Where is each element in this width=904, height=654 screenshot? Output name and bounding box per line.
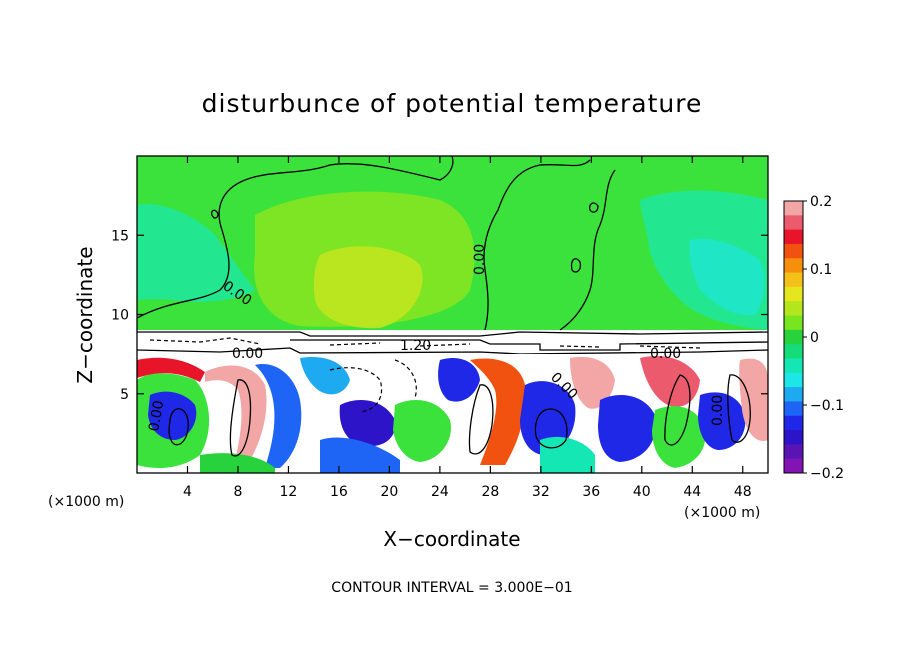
x-unit-right: (×1000 m) [684,505,760,521]
colorbar-tick-label: 0 [810,330,819,346]
lower-patch-5 [255,364,302,468]
upper-field-cyan-right [689,238,765,316]
tropopause-contour-top [137,331,768,337]
lower-patch-15 [640,356,700,407]
x-tick-label: 12 [280,484,298,500]
colorbar-tick-label: 0.1 [810,262,832,278]
colorbar-swatch [784,415,803,431]
lower-contour-1 [168,408,189,446]
contour-interval-note: CONTOUR INTERVAL = 3.000E−01 [331,580,572,596]
upper-contour-4 [570,258,582,273]
lower-patch-11 [470,358,526,465]
upper-contour-6 [210,209,219,219]
lower-contour-3 [468,384,494,455]
lower-patch-6 [300,356,350,395]
contour-label-7: 0.00 [146,399,167,432]
tropopause-contour-bottom [137,347,768,355]
lower-patch-3 [137,357,205,382]
colorbar-swatch [784,258,803,274]
colorbar-swatch [784,286,803,302]
x-tick-label: 16 [330,484,348,500]
contour-label-1: 0.00 [232,346,263,362]
colorbar-swatch [784,215,803,231]
x-tick-label: 4 [183,484,192,500]
x-axis-label: X−coordinate [383,527,520,551]
tropopause-dashed-clutter [149,337,701,349]
colorbar-swatch [784,329,803,345]
colorbar-swatch [784,387,803,402]
lower-patch-13 [570,356,615,409]
lower-patch-14 [598,395,656,462]
contour-label-2: 0.00 [650,346,681,362]
colorbar-swatch [784,243,803,259]
lower-patch-20 [200,453,275,473]
y-axis-label: Z−coordinate [73,246,97,383]
colorbar-swatch [784,430,803,445]
colorbar-swatch [784,272,803,288]
lower-patch-4 [205,365,267,460]
y-axis: 5 10 15 [111,228,768,403]
lower-dashed-contour-1 [329,367,383,413]
lower-contour-2 [229,379,252,457]
upper-contour-1 [137,156,454,319]
colorbar-swatch [784,344,803,359]
colorbar-swatch [784,458,803,474]
chart-title: disturbunce of potential temperature [202,89,703,118]
lower-dashed-contour-2 [394,359,417,399]
colorbar-swatch [784,358,803,374]
x-tick-label: 40 [633,484,651,500]
lower-patch-7 [339,400,396,447]
lower-patch-8 [320,437,400,473]
x-tick-label: 48 [734,484,752,500]
lower-patch-18 [739,358,768,441]
colorbar-swatch [784,372,803,388]
contour-label-8: 0.00 [710,395,726,426]
upper-contour-3 [559,169,616,331]
colorbar-tick-label: 0.2 [810,194,832,210]
y-tick-label: 15 [111,228,129,244]
lower-patch-12 [520,381,576,455]
upper-field-teal-left [137,204,255,302]
colorbar-swatch [784,444,803,460]
plot-area: 0.00 0.00 0.00 0.00 1.20 0.00 0.00 0.00 [137,156,768,473]
lower-patch-10 [438,358,480,402]
colorbar-tick-label: −0.2 [810,466,844,482]
colorbar: 0.2 0.1 0 −0.1 −0.2 [783,194,844,482]
lower-patch-17 [698,392,746,450]
contour-labels: 0.00 0.00 0.00 0.00 1.20 0.00 0.00 0.00 [146,244,726,433]
x-tick-label: 8 [233,484,242,500]
upper-contour-5 [588,202,599,213]
colorbar-swatch [784,301,803,317]
x-tick-label: 20 [380,484,398,500]
colorbar-swatch [784,201,803,216]
upper-contour-2 [483,159,591,331]
lower-contour-5 [664,374,691,446]
lower-contour-6 [727,374,751,443]
colorbar-swatch [784,315,803,331]
x-tick-label: 44 [683,484,701,500]
y-tick-label: 5 [120,387,129,403]
x-axis: 4 8 12 16 20 24 28 32 36 40 44 48 [183,156,752,500]
x-tick-label: 24 [431,484,449,500]
colorbar-swatch [784,229,803,245]
lower-patch-2 [148,391,197,440]
x-tick-label: 28 [481,484,499,500]
lower-patch-9 [393,400,451,462]
contour-label-4: 0.00 [472,244,488,275]
x-tick-label: 36 [582,484,600,500]
x-unit-left: (×1000 m) [48,494,124,510]
colorbar-tick-label: −0.1 [810,398,844,414]
y-tick-label: 10 [111,308,129,324]
contour-label-5: 1.20 [400,338,431,354]
colorbar-swatch [784,401,803,417]
lower-patch-19 [540,436,595,473]
upper-field-yellow-core [313,246,423,329]
x-tick-label: 32 [532,484,550,500]
lower-contour-4 [534,408,568,449]
tropopause-contour-mid [290,339,768,351]
